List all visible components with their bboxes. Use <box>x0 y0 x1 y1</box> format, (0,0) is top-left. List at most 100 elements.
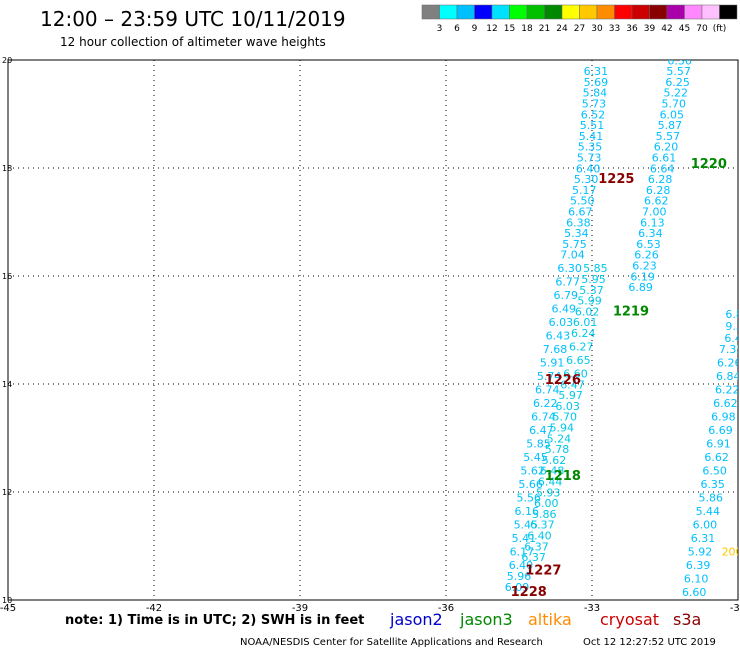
swh-value: 6.37 <box>530 519 555 532</box>
satellite-name: altika <box>528 610 572 629</box>
legend-label: 36 <box>626 24 638 34</box>
swh-value: 6.37 <box>521 551 546 564</box>
swh-value: 5.75 <box>562 238 587 251</box>
swh-value: 6.64 <box>650 162 675 175</box>
swh-value: 5.73 <box>577 152 602 165</box>
swh-value: 6.16 <box>515 505 540 518</box>
pass-label: 1225 <box>598 172 634 187</box>
swh-value: 5.86 <box>532 508 557 521</box>
footer-timestamp: Oct 12 12:27:52 UTC 2019 <box>583 637 716 648</box>
y-tick-label: 14 <box>2 380 12 389</box>
legend-label: 12 <box>486 24 497 34</box>
swh-value: 5.94 <box>550 422 575 435</box>
swh-value: 6.47 <box>560 378 585 391</box>
swh-value: 5.69 <box>584 76 609 89</box>
legend-swatch <box>456 4 475 20</box>
y-tick-label: 10 <box>2 596 12 605</box>
satellite-name: s3a <box>673 610 701 629</box>
swh-value: 6.67 <box>568 206 593 219</box>
swh-value: 5.86 <box>698 492 723 505</box>
footer-note: note: 1) Time is in UTC; 2) SWH is in fe… <box>65 613 364 628</box>
legend-label: 9 <box>472 24 478 34</box>
swh-value: 5.57 <box>666 65 691 78</box>
swh-value: 6.98 <box>711 411 736 424</box>
swh-value: 6.84 <box>716 370 740 383</box>
swh-value: 6.13 <box>640 216 665 229</box>
swh-value: 5.87 <box>658 119 683 132</box>
swh-value: 7.35 <box>719 343 740 356</box>
swh-value: 6.02 <box>575 305 600 318</box>
swh-value: 5.44 <box>696 505 721 518</box>
swh-value: 6.38 <box>566 216 591 229</box>
chart-title: 12:00 – 23:59 UTC 10/11/2019 <box>40 7 346 31</box>
swh-value: 5.70 <box>662 98 687 111</box>
legend-swatch <box>701 4 720 20</box>
swh-value: 6.74 <box>531 411 556 424</box>
y-tick-label: 16 <box>2 272 12 281</box>
y-tick-labels: 10 12 14 16 18 20 <box>2 56 12 605</box>
legend-label: 15 <box>504 24 515 34</box>
swh-value: 6.24 <box>571 327 596 340</box>
legend-swatch <box>526 4 545 20</box>
swh-value: 6.00 <box>693 519 718 532</box>
swh-value: 5.17 <box>572 184 597 197</box>
swh-value: 6.22 <box>715 384 740 397</box>
swh-value: 6.60 <box>682 586 707 599</box>
swh-value: 6.36 <box>667 54 692 67</box>
swh-value: 5.35 <box>578 141 603 154</box>
swh-value: 5.96 <box>507 570 532 583</box>
legend-swatch <box>509 4 528 20</box>
swh-value: 6.20 <box>654 141 679 154</box>
swh-value: 6.89 <box>628 281 653 294</box>
pass-label: 1226 <box>545 373 581 388</box>
swh-value: 6.28 <box>648 173 673 186</box>
swh-value: 6.25 <box>665 76 690 89</box>
legend-swatch <box>474 4 493 20</box>
swh-value: 2008 <box>722 546 740 559</box>
pass-label: 1219 <box>613 304 649 319</box>
pass-label: 1220 <box>691 157 727 172</box>
legend-swatch <box>544 4 563 20</box>
swh-value: 6.47 <box>529 424 554 437</box>
swh-value: 6.53 <box>636 238 661 251</box>
y-tick-label: 18 <box>2 164 12 173</box>
swh-value: 5.84 <box>583 87 608 100</box>
swh-value: 6.03 <box>555 400 580 413</box>
swh-value: 6.22 <box>533 397 558 410</box>
swh-value: 5.70 <box>552 411 577 424</box>
swh-value: 5.85 <box>583 262 608 275</box>
satellite-name: cryosat <box>600 610 659 629</box>
swh-value: 5.37 <box>579 284 604 297</box>
swh-value: 6.62 <box>644 195 669 208</box>
swh-value: 9.3 <box>725 320 740 333</box>
y-tick-label: 12 <box>2 488 12 497</box>
legend-label: 30 <box>591 24 603 34</box>
swh-value: 5.62 <box>542 454 567 467</box>
swh-value: 7.68 <box>543 343 568 356</box>
swh-value: 6.4 <box>724 332 740 345</box>
swh-value: 5.41 <box>579 130 604 143</box>
swh-value: 6.01 <box>573 316 598 329</box>
swh-value: 6.00 <box>534 497 559 510</box>
swh-value: 6.31 <box>584 65 609 78</box>
swh-value: 6.40 <box>527 530 552 543</box>
legend-swatch <box>666 4 685 20</box>
x-tick-labels: -45 -42 -39 -36 -33 -30 <box>0 603 740 614</box>
swh-value: 5.24 <box>547 432 572 445</box>
pass-label: 1228 <box>511 585 547 600</box>
swh-value: 6.19 <box>630 270 655 283</box>
y-tick-label: 20 <box>2 56 12 65</box>
pass-label: 1218 <box>545 469 581 484</box>
swh-value: 6.48 <box>540 465 565 478</box>
x-tick-label: -39 <box>292 603 308 614</box>
swh-value: 5.22 <box>663 87 688 100</box>
legend-label: 27 <box>574 24 585 34</box>
swh-value: 5.74 <box>537 370 562 383</box>
x-tick-label: -30 <box>730 603 740 614</box>
legend-label: 21 <box>539 24 550 34</box>
color-scale-legend: 3 6 9 12 15 18 21 24 27 30 33 36 39 42 45 70 (ft) <box>421 4 738 34</box>
swh-value: 6.37 <box>524 540 549 553</box>
legend-swatch <box>561 4 580 20</box>
swh-value: 6.62 <box>713 397 738 410</box>
x-tick-label: -45 <box>0 603 16 614</box>
